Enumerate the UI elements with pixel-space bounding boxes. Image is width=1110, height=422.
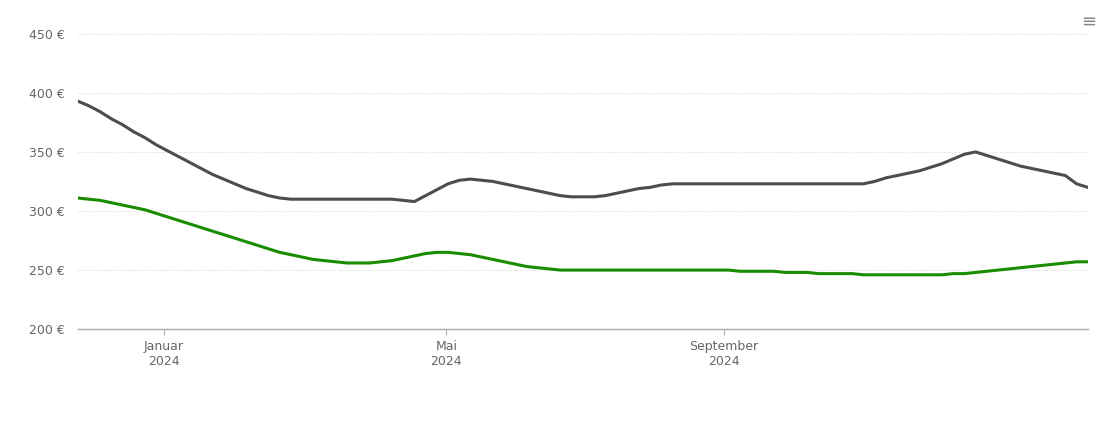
Text: ≡: ≡ — [1081, 13, 1097, 31]
